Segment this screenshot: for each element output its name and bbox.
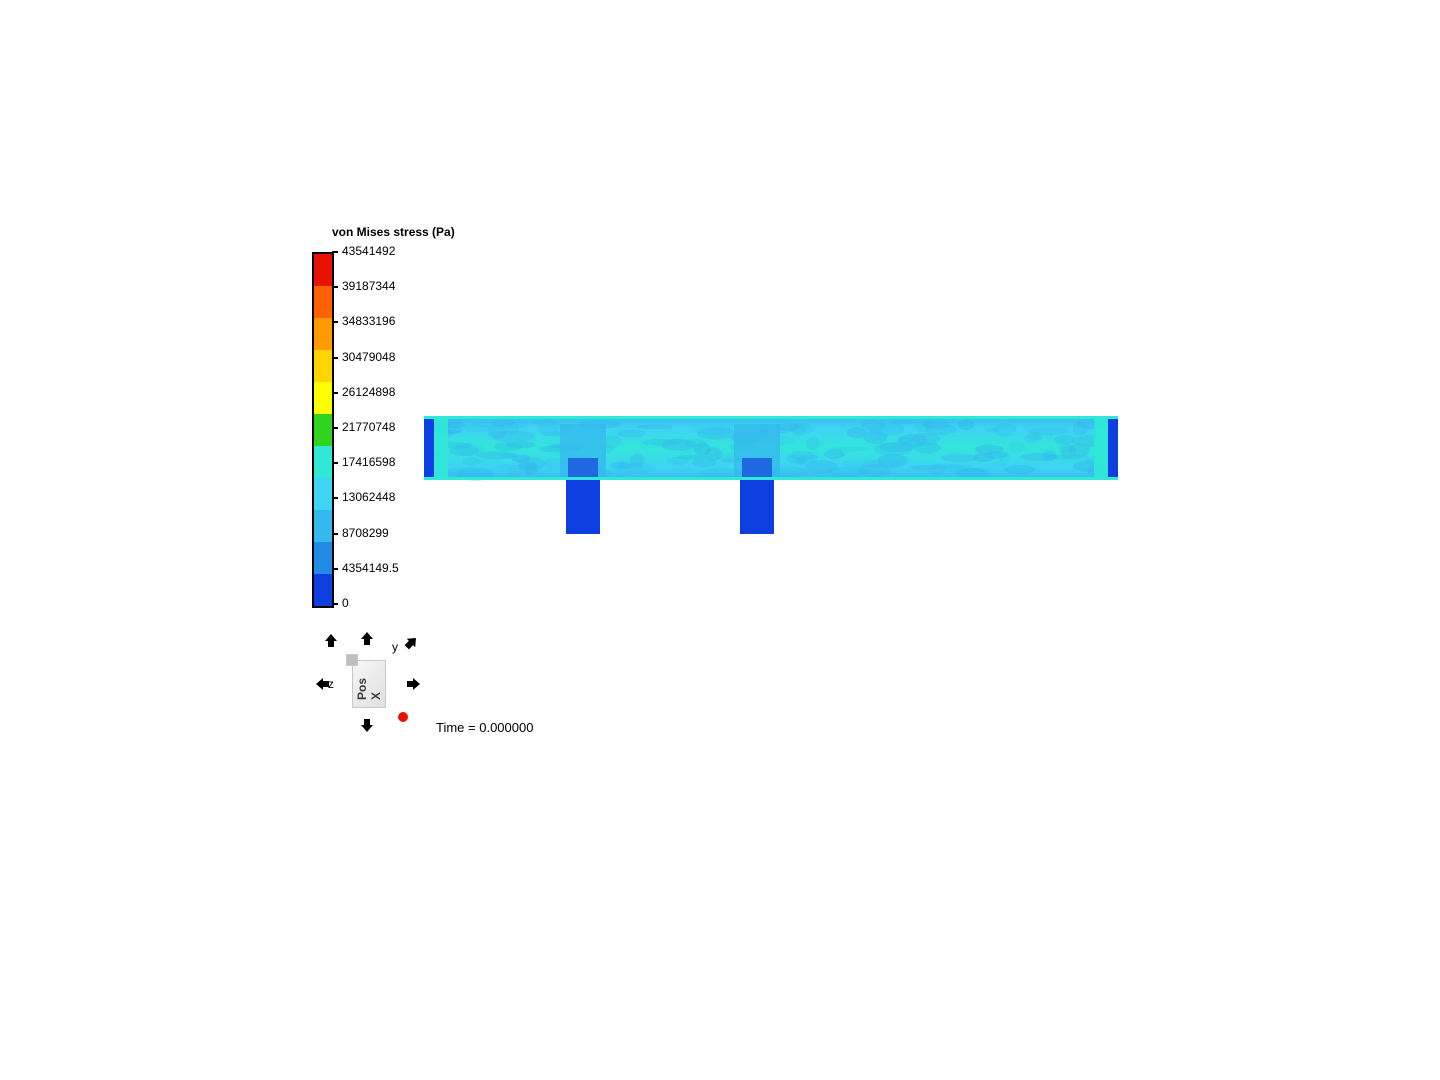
legend-tick	[332, 497, 338, 499]
legend-swatch	[314, 574, 332, 606]
legend-tick	[332, 568, 338, 570]
legend-swatch	[314, 478, 332, 510]
legend-label: 34833196	[342, 314, 395, 328]
rotate-up-icon[interactable]	[358, 630, 376, 653]
legend-tick	[332, 321, 338, 323]
rotate-right-icon[interactable]	[404, 675, 422, 698]
legend-swatch	[314, 254, 332, 286]
legend-title: von Mises stress (Pa)	[332, 225, 455, 239]
view-cube-face-label: Pos X	[355, 668, 383, 700]
view-cube-home-icon[interactable]	[398, 712, 408, 722]
legend-tick	[332, 286, 338, 288]
legend-tick	[332, 427, 338, 429]
legend-label: 21770748	[342, 420, 395, 434]
legend-label: 0	[342, 596, 349, 610]
legend-swatch	[314, 446, 332, 478]
rotate-up-right-icon[interactable]	[402, 634, 420, 657]
legend-swatch	[314, 286, 332, 318]
legend-colorbar	[312, 252, 334, 608]
legend-tick	[332, 462, 338, 464]
result-render[interactable]	[424, 416, 1118, 536]
legend-label: 43541492	[342, 244, 395, 258]
legend-label: 17416598	[342, 455, 395, 469]
legend-swatch	[314, 414, 332, 446]
legend-swatch	[314, 542, 332, 574]
legend-tick	[332, 533, 338, 535]
rotate-up-left-icon[interactable]	[322, 632, 340, 655]
support-leg	[740, 480, 774, 534]
legend-swatch	[314, 318, 332, 350]
result-svg	[424, 416, 1118, 536]
axis-label-y: y	[392, 640, 398, 654]
legend-label: 4354149.5	[342, 561, 399, 575]
rotate-left-icon[interactable]	[314, 675, 332, 698]
fea-viewer: von Mises stress (Pa) Pos X yz Time = 0.…	[0, 0, 1440, 1080]
rotate-down-icon[interactable]	[358, 716, 376, 739]
legend-label: 8708299	[342, 526, 389, 540]
legend-swatch	[314, 350, 332, 382]
legend-label: 39187344	[342, 279, 395, 293]
legend-tick	[332, 357, 338, 359]
legend-label: 30479048	[342, 350, 395, 364]
view-cube[interactable]: Pos X yz	[307, 624, 417, 734]
time-label: Time = 0.000000	[436, 720, 533, 735]
legend-label: 13062448	[342, 490, 395, 504]
legend-swatch	[314, 510, 332, 542]
support-leg	[566, 480, 600, 534]
legend-label: 26124898	[342, 385, 395, 399]
legend-tick	[332, 603, 338, 605]
view-cube-face-posx[interactable]: Pos X	[352, 660, 386, 708]
legend-tick	[332, 251, 338, 253]
legend-tick	[332, 392, 338, 394]
legend-swatch	[314, 382, 332, 414]
view-cube-corner[interactable]	[346, 654, 358, 666]
